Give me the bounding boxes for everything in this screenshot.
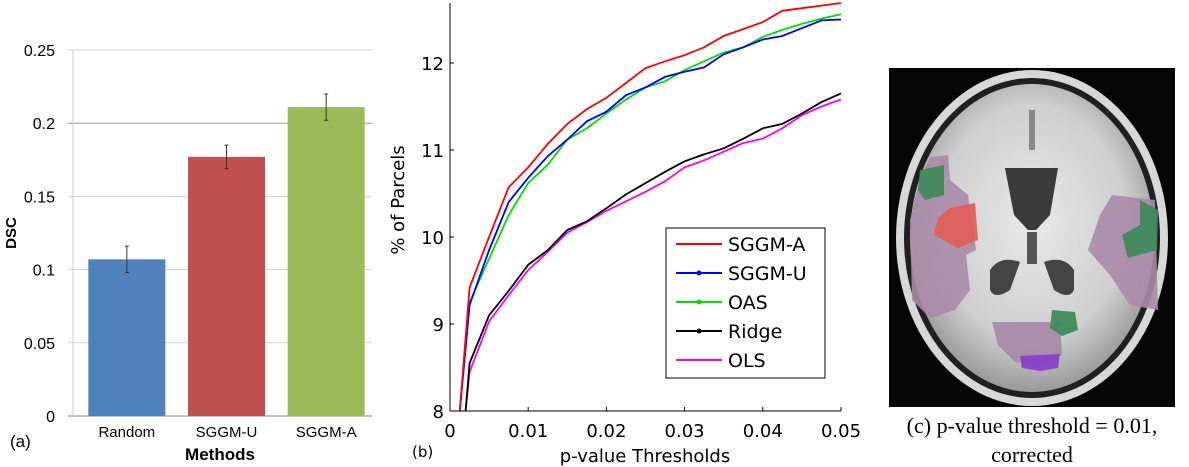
legend-marker — [696, 299, 702, 305]
y-tick-label: 0.1 — [33, 263, 55, 280]
legend-marker — [696, 270, 702, 276]
y-tick-label: 10 — [421, 228, 444, 249]
y-tick-label: 8 — [433, 402, 444, 423]
x-axis-label: Methods — [185, 445, 255, 464]
legend-marker — [696, 328, 702, 334]
legend-label: OAS — [728, 292, 768, 314]
x-tick-label: SGGM-A — [296, 424, 357, 441]
x-tick-labels: 0 0.01 0.02 0.03 0.04 0.05 — [444, 421, 861, 442]
bar-chart-dsc: 0 0.05 0.1 0.15 0.2 0.25 Random SGGM-U SGGM-A D… — [3, 43, 372, 464]
y-tick-label: 11 — [421, 141, 444, 162]
caption-line2: corrected — [991, 442, 1073, 467]
series-lines — [458, 2, 842, 412]
panel-label-a: (a) — [10, 432, 31, 451]
brain-mri-image — [889, 68, 1175, 407]
x-tick-label: 0.01 — [508, 421, 548, 442]
legend: SGGM-A SGGM-U OAS Ridge OLS — [665, 227, 826, 379]
y-axis-label: % of Parcels — [388, 145, 409, 254]
panel-label-b: (b) — [412, 443, 433, 461]
overlay-red — [934, 203, 978, 248]
legend-label: SGGM-U — [728, 263, 807, 285]
x-tick-label: 0 — [444, 421, 455, 442]
bar-random — [88, 259, 166, 416]
y-tick-label: 0 — [46, 409, 55, 426]
axes — [449, 3, 842, 412]
x-tick-label: Random — [98, 424, 155, 441]
bar-sggm-u — [188, 156, 265, 416]
y-tick-label: 0.2 — [33, 116, 55, 133]
series-line-sggm-a — [458, 2, 842, 412]
x-axis-label: p-value Thresholds — [560, 446, 730, 467]
x-tick-label: SGGM-U — [196, 424, 258, 441]
y-tick-label: 0.25 — [24, 43, 55, 60]
x-tick-label: 0.04 — [743, 421, 783, 442]
series-line-ols — [464, 98, 842, 412]
bars — [88, 93, 365, 416]
overlay-green-right — [1122, 200, 1158, 258]
overlay-green-left — [918, 165, 944, 200]
bar-sggm-a — [287, 107, 365, 416]
overlay-violet — [1020, 354, 1060, 371]
x-tick-label: 0.02 — [586, 421, 626, 442]
y-tick-label: 12 — [421, 54, 444, 75]
x-tick-label: 0.05 — [821, 421, 861, 442]
y-axis-label: DSC — [3, 217, 20, 249]
line-chart-parcels: 8 9 10 11 12 0 0.01 0.02 0.03 0.04 0.05 % of Parc… — [388, 2, 861, 467]
legend-label: Ridge — [728, 321, 782, 343]
x-tick-labels: Random SGGM-U SGGM-A — [98, 424, 356, 441]
legend-label: OLS — [728, 350, 766, 372]
series-line-ridge — [464, 92, 842, 412]
caption-line1: (c) p-value threshold = 0.01, — [907, 413, 1158, 438]
y-tick-label: 0.05 — [24, 336, 55, 353]
overlay-green-bottom — [1050, 310, 1078, 336]
series-line-sggm-u — [458, 18, 842, 412]
x-tick-label: 0.03 — [665, 421, 705, 442]
brain-image-panel: (c) p-value threshold = 0.01, corrected — [889, 68, 1175, 467]
y-tick-labels: 0 0.05 0.1 0.15 0.2 0.25 — [24, 43, 55, 426]
y-tick-labels: 8 9 10 11 12 — [421, 54, 444, 423]
y-tick-label: 9 — [433, 315, 444, 336]
legend-label: SGGM-A — [728, 234, 805, 256]
y-tick-label: 0.15 — [24, 189, 55, 206]
overlay-purple-bottom — [992, 322, 1062, 365]
